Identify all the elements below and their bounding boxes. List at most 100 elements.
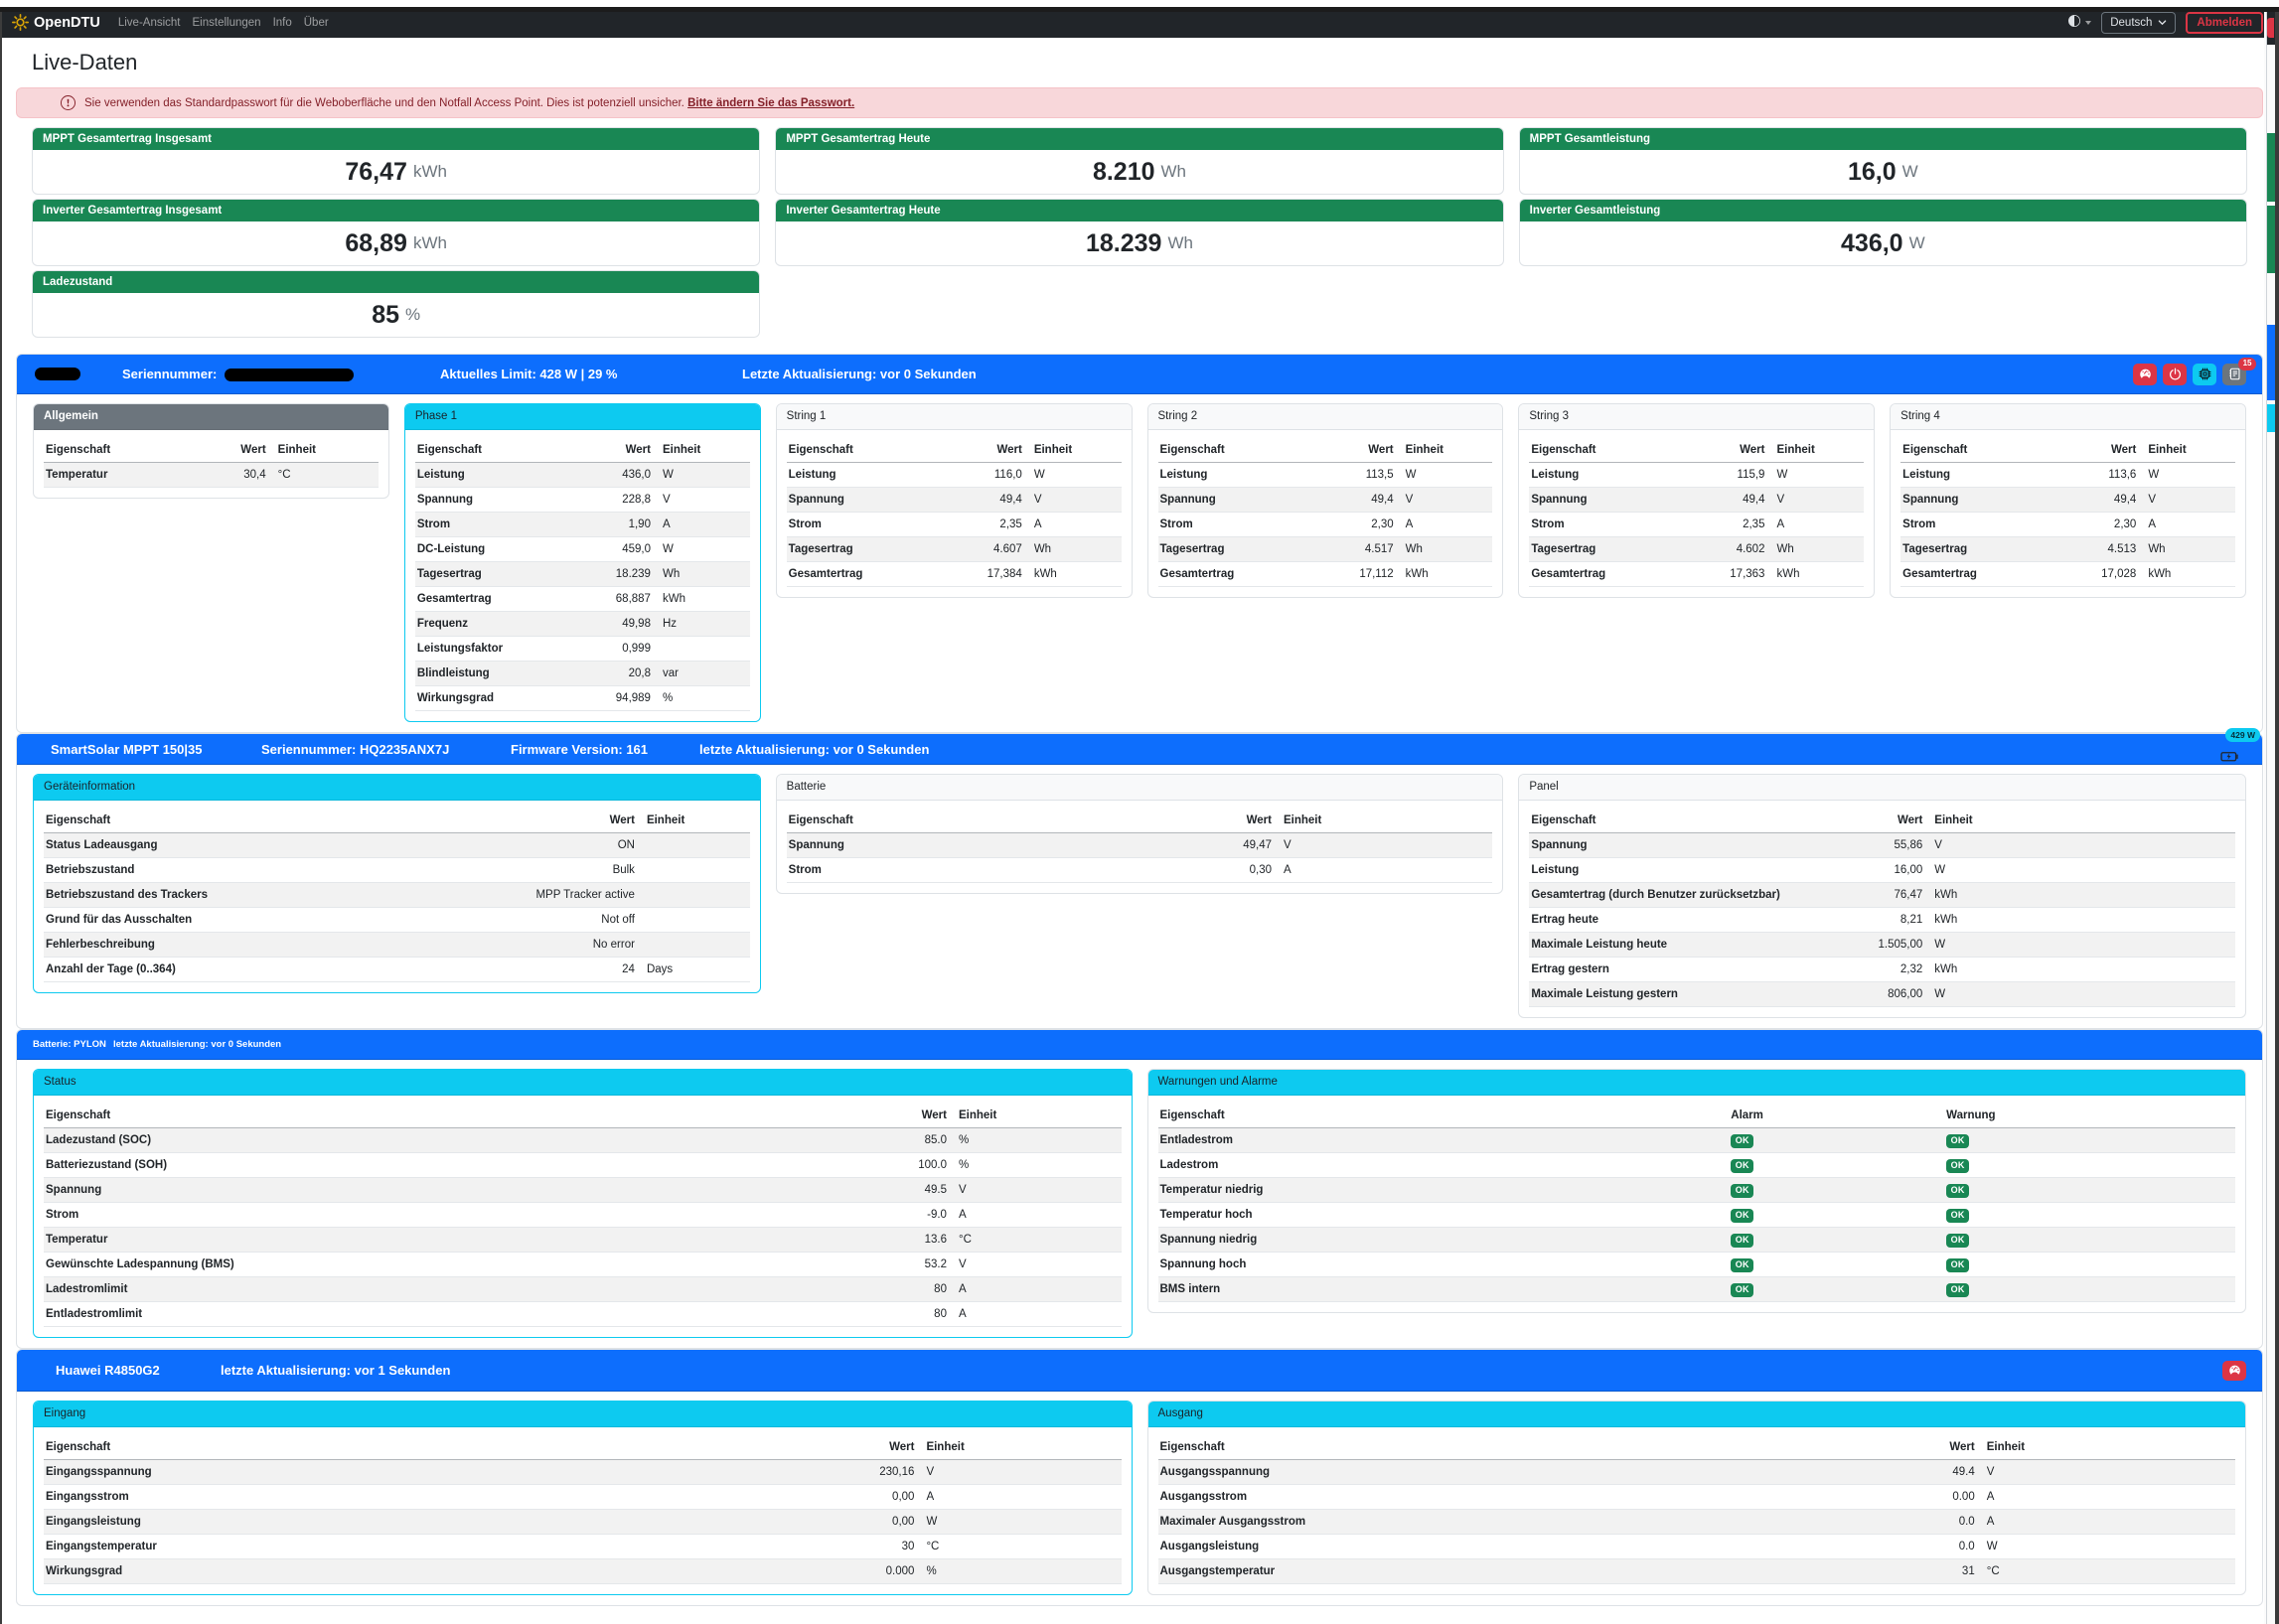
vertical-scrollbar[interactable] — [2264, 12, 2275, 1624]
render-artifact — [2267, 325, 2275, 400]
value: 76,47 — [345, 157, 407, 186]
sun-logo-icon — [12, 14, 29, 31]
bar-item: Batterie: PYLON — [33, 1039, 113, 1050]
page-title: Live-Daten — [32, 50, 138, 74]
card-body: Eigenschaft Alarm Warnung Entladestrom OK OK L… — [1148, 1096, 2246, 1312]
column-header: Einheit — [2138, 438, 2235, 463]
nav-item[interactable]: Einstellungen — [187, 17, 267, 29]
property-unit: V — [1924, 832, 2235, 858]
logout-button[interactable]: Abmelden — [2186, 11, 2263, 34]
card-body: Eigenschaft Wert Einheit Leistung 116,0 W Span… — [777, 430, 1132, 597]
power-button[interactable] — [2163, 363, 2187, 385]
cards-row: Geräteinformation Eigenschaft Wert Einheit S… — [33, 774, 2246, 1018]
column-header: Alarm — [1729, 1104, 1945, 1128]
section-bar-inverter: Seriennummer: Aktuelles Limit: 428 W | 29… — [17, 355, 2262, 394]
gauge-icon — [2228, 1364, 2241, 1377]
alarm-cell: OK — [1729, 1252, 1945, 1277]
property-unit: Wh — [652, 561, 750, 587]
table-row: Ertrag heute 8,21 kWh — [1529, 907, 2235, 933]
summary-card-title: MPPT Gesamtertrag Insgesamt — [33, 128, 760, 150]
warning-cell: OK — [1944, 1152, 2235, 1178]
nav-item-label: Einstellungen — [192, 16, 261, 29]
property-unit: kWh — [2138, 561, 2235, 587]
property-unit: A — [1395, 512, 1493, 537]
property-value: 0,999 — [582, 636, 653, 662]
table-row: Spannung 49,47 V — [786, 832, 1493, 858]
charger-power-indicator: 429 W — [2220, 728, 2260, 762]
property-name: Status Ladeausgang — [44, 832, 503, 858]
property-unit: kWh — [652, 586, 750, 612]
table-row: Gesamtertrag 17,112 kWh — [1157, 561, 1493, 587]
warning-status-badge: OK — [1946, 1183, 1970, 1198]
property-unit — [636, 932, 750, 958]
property-name: Spannung — [1900, 487, 2068, 513]
property-value: 0.0 — [1782, 1534, 1977, 1559]
warning-cell: OK — [1944, 1252, 2235, 1277]
column-header: Eigenschaft — [44, 438, 205, 463]
table-row: Strom 2,30 A — [1157, 512, 1493, 537]
card-title: String 3 — [1519, 404, 1875, 430]
journal-icon — [2228, 368, 2241, 380]
bar-actions: 429 W — [2220, 728, 2260, 762]
property-value: 49,98 — [582, 611, 653, 637]
summary-cards: MPPT Gesamtertrag Insgesamt 76,47 kWh In… — [32, 127, 2247, 338]
property-name: Tagesertrag — [1900, 536, 2068, 562]
card-title: Panel — [1519, 775, 2245, 801]
property-name: Eingangsstrom — [44, 1484, 723, 1510]
navbar: OpenDTU Live-Ansicht Einstellungen Info … — [0, 7, 2275, 38]
column-header: Eigenschaft — [44, 809, 503, 833]
limit-settings-button[interactable] — [2133, 363, 2157, 385]
property-name: Batteriezustand (SOH) — [44, 1152, 755, 1178]
window-left-edge — [0, 7, 2, 1624]
device-sections: Seriennummer: Aktuelles Limit: 428 W | 29… — [16, 354, 2263, 1606]
language-select[interactable]: Deutsch — [2101, 11, 2177, 34]
event-log-button[interactable]: 15 — [2222, 357, 2256, 385]
property-name: Entladestromlimit — [44, 1301, 755, 1327]
column-header: Wert — [502, 809, 637, 833]
nav-item[interactable]: Über — [298, 17, 335, 29]
property-unit: °C — [267, 462, 379, 488]
table-row: Eingangsspannung 230,16 V — [44, 1459, 1122, 1485]
table-row: Gesamtertrag (durch Benutzer zurücksetzb… — [1529, 882, 2235, 908]
property-name: Strom — [1157, 512, 1325, 537]
limit-settings-button[interactable] — [2222, 1360, 2246, 1381]
data-table: Eigenschaft Wert Einheit Spannung 55,86 V Leis… — [1529, 809, 2235, 1007]
column-header: Einheit — [636, 809, 750, 833]
bar-actions: 15 — [2133, 357, 2256, 385]
render-artifact — [2267, 404, 2275, 432]
property-name: Fehlerbeschreibung — [44, 932, 503, 958]
nav-item[interactable]: Live-Ansicht — [112, 17, 187, 29]
table-row: Tagesertrag 4.513 Wh — [1900, 536, 2235, 562]
property-name: Ausgangsstrom — [1157, 1484, 1783, 1510]
theme-toggle[interactable] — [2068, 14, 2092, 32]
property-value: 31 — [1782, 1558, 1977, 1584]
warning-status-badge: OK — [1946, 1133, 1970, 1148]
summary-card-value: 18.239 Wh — [776, 221, 1502, 265]
nav-item[interactable]: Info — [267, 17, 298, 29]
bar-actions — [2222, 1360, 2246, 1381]
property-value: 4.602 — [1696, 536, 1767, 562]
cards-row: Allgemein Eigenschaft Wert Einheit Temperatu… — [33, 403, 2246, 722]
property-name: Betriebszustand des Trackers — [44, 882, 503, 908]
property-unit: A — [2138, 512, 2235, 537]
device-info-button[interactable] — [2193, 363, 2216, 385]
brand[interactable]: OpenDTU — [12, 14, 100, 31]
bar-item-label: Firmware Version: 161 — [511, 741, 649, 757]
property-value: 18.239 — [582, 561, 653, 587]
table-row: Ausgangsspannung 49.4 V — [1157, 1459, 2235, 1485]
table-row: Strom 2,35 A — [1529, 512, 1865, 537]
table-row: Temperatur hoch OK OK — [1157, 1202, 2235, 1228]
property-value: No error — [502, 932, 637, 958]
property-value: 49,47 — [1125, 832, 1274, 858]
column-header: Einheit — [652, 438, 750, 463]
property-unit: kWh — [1924, 882, 2235, 908]
value: 436,0 — [1841, 228, 1903, 257]
property-unit: V — [916, 1459, 1122, 1485]
property-name: Spannung — [786, 832, 1126, 858]
table-row: Wirkungsgrad 94,989% — [414, 685, 750, 711]
alarm-status-badge: OK — [1731, 1183, 1754, 1198]
card-body: Eigenschaft Wert Einheit Ladezustand (SOC) 8… — [34, 1096, 1132, 1337]
change-password-link[interactable]: Bitte ändern Sie das Passwort. — [687, 96, 855, 109]
card-body: Eigenschaft Wert Einheit Spannung 55,86 V Leis… — [1519, 801, 2245, 1017]
property-name: Tagesertrag — [1529, 536, 1697, 562]
